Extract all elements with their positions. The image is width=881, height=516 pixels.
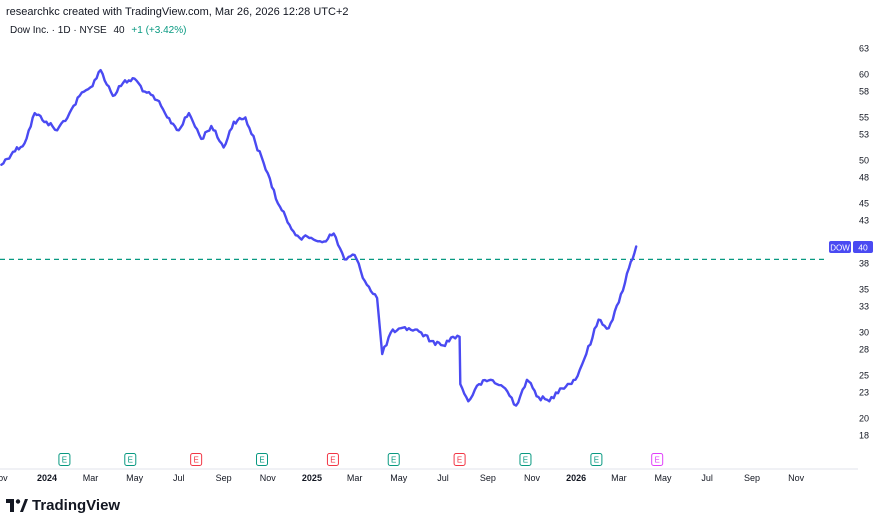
- y-tick-label: 35: [859, 284, 869, 294]
- earnings-marker[interactable]: E: [387, 453, 400, 466]
- price-change: +1 (+3.42%): [131, 25, 187, 36]
- earnings-marker[interactable]: E: [124, 453, 137, 466]
- y-tick-label: 48: [859, 173, 869, 183]
- x-tick-label: May: [126, 473, 144, 483]
- symbol-name: Dow Inc. · 1D · NYSE: [10, 25, 107, 36]
- y-tick-label: 25: [859, 370, 869, 380]
- earnings-marker-label: E: [594, 456, 599, 465]
- earnings-marker-box: [190, 453, 203, 466]
- x-tick-label: Mar: [611, 473, 627, 483]
- x-tick-label: Jul: [173, 473, 185, 483]
- earnings-marker-box: [326, 453, 339, 466]
- earnings-marker-box: [590, 453, 603, 466]
- y-tick-label: 60: [859, 69, 869, 79]
- brand-name: TradingView: [32, 497, 121, 514]
- x-tick-label: Nov: [788, 473, 805, 483]
- y-tick-label: 20: [859, 413, 869, 423]
- earnings-marker-box: [651, 453, 664, 466]
- y-tick-label: 33: [859, 302, 869, 312]
- y-tick-label: 55: [859, 112, 869, 122]
- earnings-marker[interactable]: E: [326, 453, 339, 466]
- earnings-marker[interactable]: E: [58, 453, 71, 466]
- x-tick-label: 2026: [566, 473, 586, 483]
- earnings-marker-label: E: [62, 456, 67, 465]
- earnings-marker-label: E: [193, 456, 198, 465]
- y-tick-label: 53: [859, 130, 869, 140]
- x-tick-label: 2025: [302, 473, 322, 483]
- earnings-marker-box: [453, 453, 466, 466]
- brand: TradingView: [6, 497, 120, 514]
- earnings-marker[interactable]: E: [190, 453, 203, 466]
- earnings-marker[interactable]: E: [519, 453, 532, 466]
- symbol-info: Dow Inc. · 1D · NYSE 40 +1 (+3.42%): [10, 25, 186, 36]
- x-tick-label: Mar: [83, 473, 99, 483]
- x-axis: ov 2024 Mar May Jul Sep Nov 2025 Mar May Jul Sep Nov…: [0, 473, 805, 483]
- earnings-marker-label: E: [330, 456, 335, 465]
- price-label-group: DOW 40: [829, 240, 873, 253]
- x-tick-label: Nov: [260, 473, 277, 483]
- symbol-tag: DOW: [830, 243, 850, 252]
- tradingview-logo-icon: [6, 498, 28, 512]
- y-tick-label: 45: [859, 198, 869, 208]
- x-tick-label: Sep: [480, 473, 496, 483]
- x-tick-label: ov: [0, 473, 8, 483]
- y-tick-label: 43: [859, 216, 869, 226]
- y-axis: 63 60 58 55 53 50 48 45 43 40 38 35 33 30 28 25 23 20 18: [859, 44, 869, 441]
- y-tick-label: 58: [859, 87, 869, 97]
- earnings-marker-label: E: [259, 456, 264, 465]
- chart-credit: researchkc created with TradingView.com,…: [6, 6, 349, 18]
- x-tick-label: Sep: [744, 473, 760, 483]
- earnings-marker[interactable]: E: [453, 453, 466, 466]
- x-tick-label: Nov: [524, 473, 541, 483]
- x-tick-label: 2024: [37, 473, 57, 483]
- x-tick-label: Jul: [437, 473, 449, 483]
- earnings-marker-box: [58, 453, 71, 466]
- price-tag-bg: [853, 240, 873, 253]
- earnings-marker-box: [519, 453, 532, 466]
- earnings-marker[interactable]: E: [256, 453, 269, 466]
- x-tick-label: Mar: [347, 473, 363, 483]
- x-tick-label: Jul: [701, 473, 713, 483]
- y-tick-label: 50: [859, 155, 869, 165]
- y-tick-label: 63: [859, 44, 869, 54]
- x-tick-label: May: [390, 473, 408, 483]
- earnings-marker-box: [124, 453, 137, 466]
- earnings-marker-box: [256, 453, 269, 466]
- earnings-marker-label: E: [655, 456, 660, 465]
- x-tick-label: May: [654, 473, 672, 483]
- series-line-0: [0, 68, 638, 407]
- series-group: [0, 68, 638, 407]
- earnings-marker-label: E: [391, 456, 396, 465]
- y-tick-label: 23: [859, 388, 869, 398]
- price-tag: 40: [858, 242, 868, 252]
- x-tick-label: Sep: [216, 473, 232, 483]
- earnings-marker-label: E: [523, 456, 528, 465]
- symbol-tag-bg: [829, 240, 851, 253]
- last-price: 40: [113, 25, 125, 36]
- earnings-marker[interactable]: E: [590, 453, 603, 466]
- earnings-marker[interactable]: E: [651, 453, 664, 466]
- y-tick-label: 28: [859, 345, 869, 355]
- y-tick-label: 18: [859, 431, 869, 441]
- earnings-marker-label: E: [128, 456, 133, 465]
- y-tick-label: 38: [859, 259, 869, 269]
- y-tick-label: 30: [859, 327, 869, 337]
- earnings-marker-box: [387, 453, 400, 466]
- earnings-marker-label: E: [457, 456, 462, 465]
